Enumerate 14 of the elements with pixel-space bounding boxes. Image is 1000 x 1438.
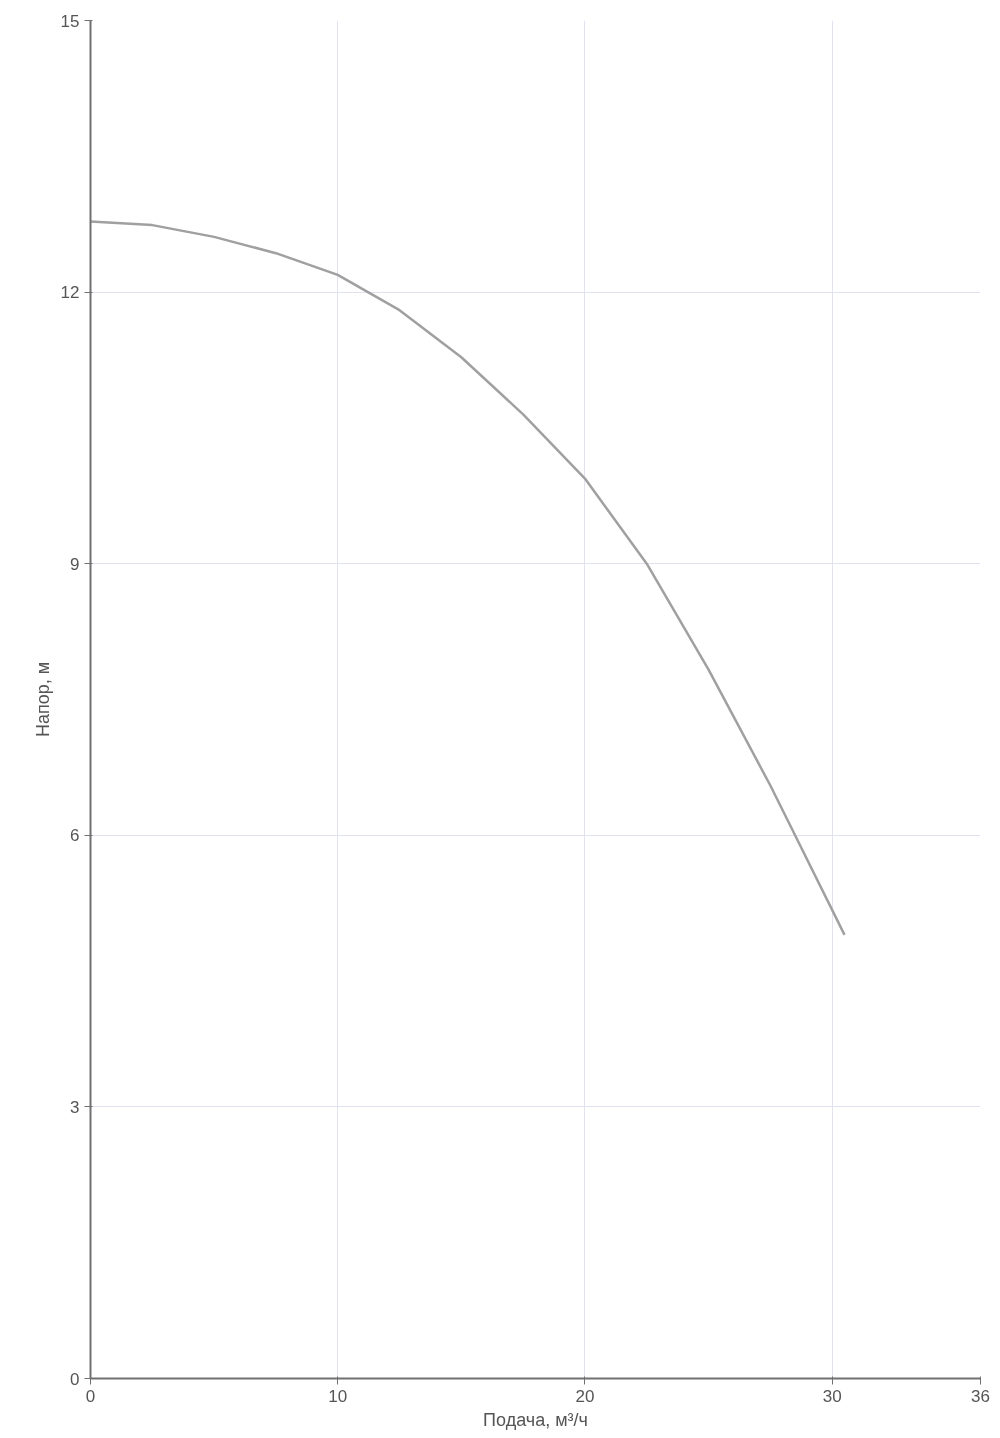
x-tick-label: 36 xyxy=(971,1386,990,1406)
x-tick-label: 10 xyxy=(328,1386,348,1406)
y-tick-label: 9 xyxy=(70,554,80,574)
y-tick-label: 6 xyxy=(70,826,80,846)
y-axis-title: Напор, м xyxy=(32,661,53,738)
x-tick-label: 30 xyxy=(822,1386,842,1406)
y-tick-label: 12 xyxy=(60,283,80,303)
x-tick-label: 0 xyxy=(85,1386,96,1406)
line-series xyxy=(90,220,846,937)
x-tick-label: 20 xyxy=(575,1386,595,1406)
x-axis-title: Подача, м³/ч xyxy=(483,1409,588,1430)
y-tick-label: 15 xyxy=(60,11,80,31)
y-tick-label: 3 xyxy=(70,1097,80,1117)
y-tick-label: 0 xyxy=(70,1369,80,1389)
